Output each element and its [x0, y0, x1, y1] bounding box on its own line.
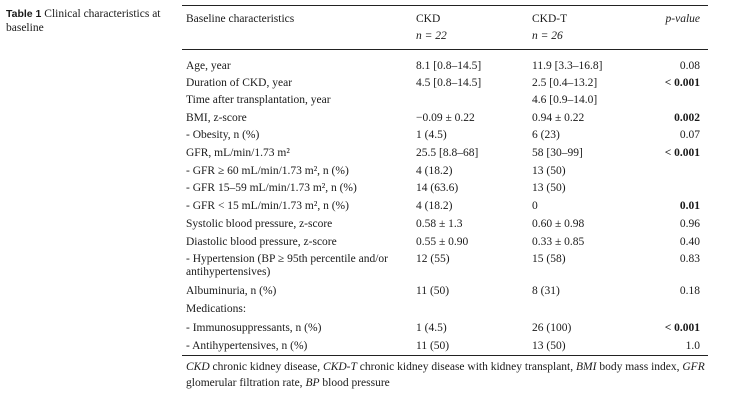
row-label: - GFR 15–59 mL/min/1.73 m², n (%)	[186, 182, 357, 194]
row-ckd-value: −0.09 ± 0.22	[416, 112, 475, 124]
row-p-value: 0.40	[679, 236, 700, 248]
row-p-value: 0.18	[679, 285, 700, 297]
row-ckdt-value: 13 (50)	[532, 165, 566, 177]
row-ckdt-value: 26 (100)	[532, 322, 572, 334]
row-ckdt-value: 58 [30–99]	[532, 147, 583, 159]
row-ckd-value: 4 (18.2)	[416, 165, 453, 177]
row-label: - GFR < 15 mL/min/1.73 m², n (%)	[186, 200, 349, 212]
row-label: - Antihypertensives, n (%)	[186, 340, 308, 352]
caption-label: Table 1	[6, 8, 42, 20]
row-ckdt-value: 0	[532, 200, 538, 212]
row-p-value: 0.07	[679, 129, 700, 141]
row-ckdt-value: 6 (23)	[532, 129, 560, 141]
row-label: Duration of CKD, year	[186, 77, 293, 89]
row-p-value: 0.83	[679, 253, 700, 265]
row-ckdt-value: 11.9 [3.3–16.8]	[532, 60, 603, 72]
table-footnote: CKD chronic kidney disease, CKD-T chroni…	[186, 359, 716, 391]
row-p-value: < 0.001	[664, 147, 700, 159]
table-top-rule	[182, 5, 708, 6]
row-ckdt-value: 13 (50)	[532, 340, 566, 352]
row-ckd-value: 0.58 ± 1.3	[416, 218, 463, 230]
row-label: BMI, z-score	[186, 112, 247, 124]
footnote-text-1: chronic kidney disease,	[209, 361, 324, 373]
abbr-ckd: CKD	[186, 361, 210, 373]
row-ckd-value: 8.1 [0.8–14.5]	[416, 60, 482, 72]
row-label: - Hypertension (BP ≥ 95th percentile and…	[186, 253, 388, 278]
row-ckd-value: 4 (18.2)	[416, 200, 453, 212]
row-ckdt-value: 13 (50)	[532, 182, 566, 194]
table-bottom-rule	[182, 355, 708, 356]
header-ckd: CKD	[416, 13, 441, 25]
row-ckd-value: 11 (50)	[416, 285, 450, 297]
row-label: - GFR ≥ 60 mL/min/1.73 m², n (%)	[186, 165, 349, 177]
row-ckd-value: 11 (50)	[416, 340, 450, 352]
row-label: Time after transplantation, year	[186, 94, 331, 106]
header-ckd-n: n = 22	[416, 30, 447, 42]
abbr-gfr: GFR	[682, 361, 705, 373]
row-ckdt-value: 2.5 [0.4–13.2]	[532, 77, 598, 89]
row-p-value: 0.08	[679, 60, 700, 72]
footnote-text-4: glomerular filtration rate,	[186, 377, 306, 389]
row-p-value: < 0.001	[664, 77, 700, 89]
header-bottom-rule	[182, 49, 708, 50]
abbr-ckdt: CKD-T	[323, 361, 357, 373]
row-p-value: < 0.001	[664, 322, 700, 334]
row-p-value: 1.0	[685, 340, 700, 352]
row-ckd-value: 1 (4.5)	[416, 322, 447, 334]
footnote-text-5: blood pressure	[319, 377, 390, 389]
footnote-text-2: chronic kidney disease with kidney trans…	[356, 361, 576, 373]
row-ckdt-value: 0.60 ± 0.98	[532, 218, 585, 230]
row-label: Medications:	[186, 303, 247, 315]
header-pvalue: p-value	[665, 13, 700, 25]
row-ckd-value: 12 (55)	[416, 253, 450, 265]
row-label: Age, year	[186, 60, 231, 72]
row-label: Albuminuria, n (%)	[186, 285, 277, 297]
row-ckdt-value: 4.6 [0.9–14.0]	[532, 94, 598, 106]
abbr-bmi: BMI	[576, 361, 597, 373]
header-characteristics: Baseline characteristics	[186, 13, 295, 25]
header-ckdt: CKD-T	[532, 13, 568, 25]
row-ckdt-value: 0.33 ± 0.85	[532, 236, 585, 248]
row-ckd-value: 25.5 [8.8–68]	[416, 147, 479, 159]
table-caption: Table 1 Clinical characteristics at base…	[6, 7, 166, 35]
footnote-text-3: body mass index,	[596, 361, 683, 373]
row-ckd-value: 4.5 [0.8–14.5]	[416, 77, 482, 89]
row-label: Diastolic blood pressure, z-score	[186, 236, 337, 248]
row-label: GFR, mL/min/1.73 m²	[186, 147, 290, 159]
row-p-value: 0.01	[679, 200, 700, 212]
row-label: Systolic blood pressure, z-score	[186, 218, 333, 230]
row-ckdt-value: 8 (31)	[532, 285, 560, 297]
row-ckd-value: 1 (4.5)	[416, 129, 447, 141]
row-p-value: 0.96	[679, 218, 700, 230]
caption-text: Clinical characteristics at baseline	[6, 8, 161, 34]
row-ckdt-value: 0.94 ± 0.22	[532, 112, 585, 124]
header-ckdt-n: n = 26	[532, 30, 563, 42]
row-label: - Obesity, n (%)	[186, 129, 260, 141]
abbr-bp: BP	[305, 377, 320, 389]
row-ckd-value: 0.55 ± 0.90	[416, 236, 469, 248]
row-label: - Immunosuppressants, n (%)	[186, 322, 322, 334]
row-p-value: 0.002	[674, 112, 700, 124]
row-ckd-value: 14 (63.6)	[416, 182, 459, 194]
row-ckdt-value: 15 (58)	[532, 253, 566, 265]
